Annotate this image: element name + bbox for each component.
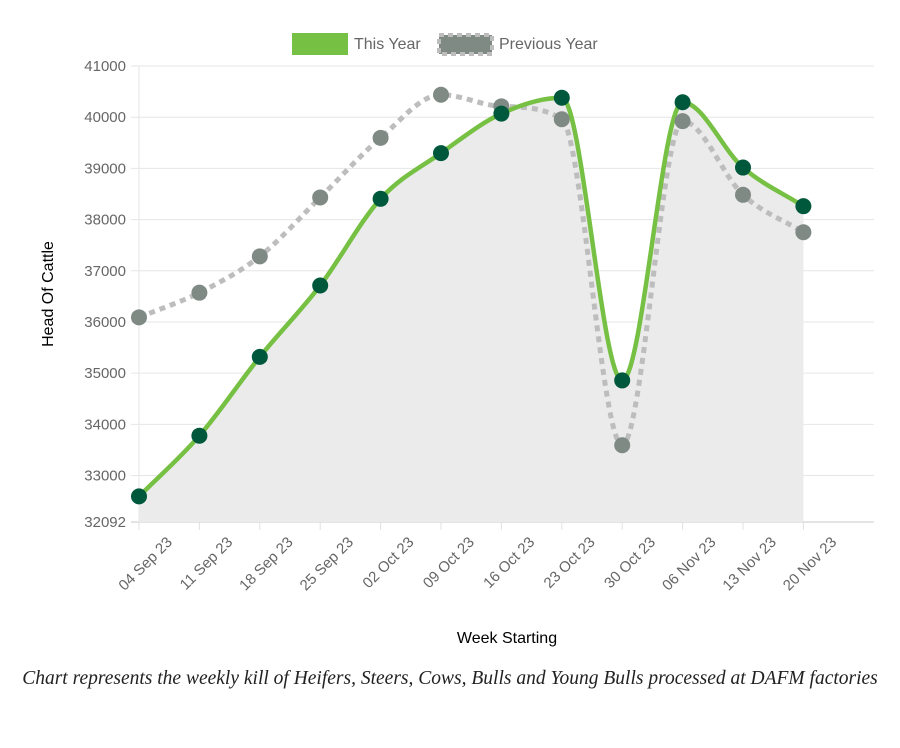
x-tick-label: 25 Sep 23 bbox=[297, 534, 357, 594]
this-year-point[interactable] bbox=[735, 159, 751, 176]
previous-year-point[interactable] bbox=[735, 186, 751, 203]
this-year-point[interactable] bbox=[372, 190, 389, 207]
previous-year-point[interactable] bbox=[251, 248, 268, 265]
previous-year-point[interactable] bbox=[191, 284, 208, 301]
this-year-point[interactable] bbox=[131, 488, 147, 505]
this-year-point[interactable] bbox=[493, 105, 510, 122]
x-tick-label: 30 Oct 23 bbox=[601, 534, 659, 592]
x-tick-label: 09 Oct 23 bbox=[420, 534, 478, 592]
this-year-point[interactable] bbox=[614, 372, 631, 389]
x-axis-title: Week Starting bbox=[457, 630, 557, 647]
chart-caption: Chart represents the weekly kill of Heif… bbox=[22, 668, 878, 689]
x-tick-label: 13 Nov 23 bbox=[719, 534, 779, 594]
y-tick-label: 39000 bbox=[84, 160, 126, 177]
y-tick-label: 34000 bbox=[84, 416, 126, 433]
line-chart: 41000 40000 39000 38000 37000 36000 35000 34000… bbox=[40, 33, 874, 647]
previous-year-point[interactable] bbox=[433, 86, 449, 103]
series-points bbox=[131, 86, 812, 505]
area-fill-layer bbox=[139, 97, 804, 522]
y-axis-title: Head Of Cattle bbox=[40, 241, 57, 347]
y-axis-ticks: 41000 40000 39000 38000 37000 36000 35000 34000… bbox=[84, 58, 126, 531]
this-year-point[interactable] bbox=[312, 277, 329, 294]
x-tick-label: 06 Nov 23 bbox=[659, 534, 719, 594]
this-year-point[interactable] bbox=[674, 94, 691, 111]
previous-year-point[interactable] bbox=[674, 113, 691, 130]
previous-year-point[interactable] bbox=[131, 309, 147, 326]
this-year-point[interactable] bbox=[795, 198, 812, 215]
previous-year-point[interactable] bbox=[614, 437, 631, 454]
x-axis-ticks: 04 Sep 23 11 Sep 23 18 Sep 23 25 Sep 23 02 O… bbox=[115, 522, 840, 594]
legend-label-this-year[interactable]: This Year bbox=[354, 36, 421, 53]
this-year-area bbox=[139, 97, 804, 522]
y-tick-label: 35000 bbox=[84, 365, 126, 382]
y-tick-label: 38000 bbox=[84, 212, 126, 229]
this-year-point[interactable] bbox=[553, 89, 570, 106]
x-tick-label: 20 Nov 23 bbox=[780, 534, 840, 594]
x-tick-label: 23 Oct 23 bbox=[541, 534, 599, 592]
y-tick-label: 40000 bbox=[84, 109, 126, 126]
this-year-point[interactable] bbox=[191, 427, 208, 444]
x-tick-label: 11 Sep 23 bbox=[177, 534, 237, 594]
x-tick-label: 02 Oct 23 bbox=[359, 534, 417, 592]
this-year-point[interactable] bbox=[433, 145, 449, 162]
y-tick-label: 33000 bbox=[84, 468, 126, 485]
previous-year-point[interactable] bbox=[372, 129, 389, 146]
legend[interactable]: This Year Previous Year bbox=[292, 33, 598, 56]
y-tick-label: 37000 bbox=[84, 263, 126, 280]
previous-year-point[interactable] bbox=[795, 224, 812, 241]
this-year-point[interactable] bbox=[251, 348, 268, 365]
y-tick-label: 36000 bbox=[84, 314, 126, 331]
legend-swatch-previous-year[interactable] bbox=[437, 33, 494, 56]
previous-year-point[interactable] bbox=[553, 111, 570, 128]
y-tick-label: 41000 bbox=[84, 58, 126, 75]
x-tick-label: 04 Sep 23 bbox=[115, 534, 175, 594]
y-tick-label: 32092 bbox=[84, 514, 126, 531]
legend-swatch-this-year[interactable] bbox=[292, 33, 348, 55]
x-tick-label: 18 Sep 23 bbox=[236, 534, 296, 594]
legend-label-previous-year[interactable]: Previous Year bbox=[499, 36, 598, 53]
previous-year-point[interactable] bbox=[312, 189, 329, 206]
x-tick-label: 16 Oct 23 bbox=[480, 534, 538, 592]
